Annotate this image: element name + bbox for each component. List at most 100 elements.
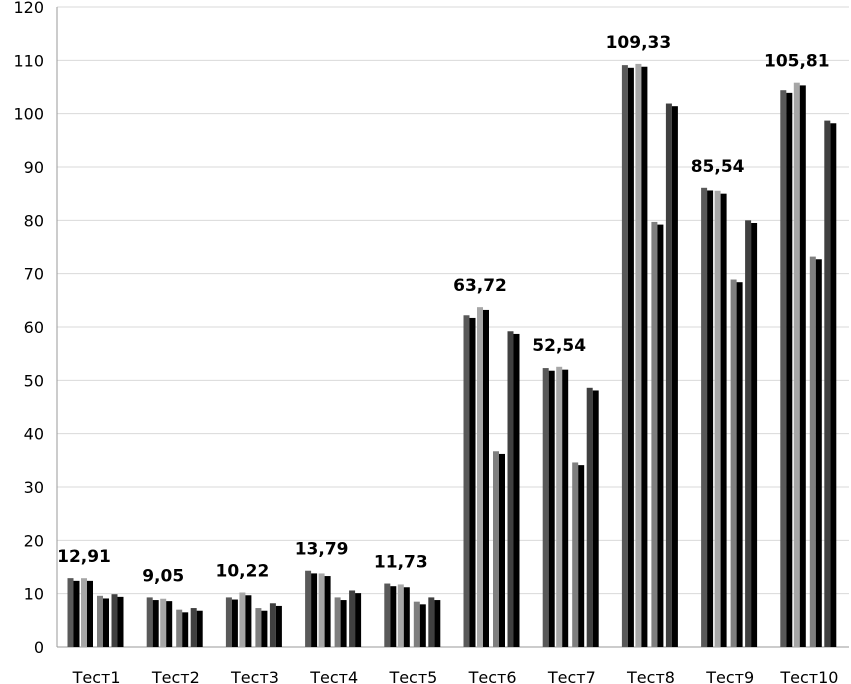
data-label: 63,72 [453,276,507,296]
bar [403,587,410,647]
bar [830,123,837,648]
bar [751,223,758,647]
bar [73,580,80,647]
bar [657,224,664,647]
bar [786,92,793,647]
x-category-label: Тест7 [547,668,596,684]
bar [477,307,483,647]
bar [231,599,238,647]
bar [334,597,341,647]
y-tick-label: 10 [24,585,44,604]
bar [793,82,800,648]
bar [349,590,356,647]
bar [513,333,520,647]
x-category-label: Тест6 [468,668,517,684]
bar [146,597,153,647]
bars [67,63,837,648]
bar [665,103,672,648]
bar [384,583,391,647]
bar [651,221,658,647]
bar [413,601,420,647]
bar [255,608,262,647]
bar [463,315,470,647]
bar [245,595,252,647]
bar [720,193,727,647]
bar [507,331,514,647]
bar [627,67,634,648]
bar [166,601,173,647]
x-category-label: Тест9 [705,668,754,684]
bar [586,387,593,647]
bar [548,370,555,647]
bar [397,584,404,647]
bar [483,309,489,647]
data-label: 85,54 [691,157,745,177]
bar [390,586,397,647]
x-category-label: Тест2 [151,668,200,684]
bar [493,451,499,647]
x-category-label: Тест10 [779,668,838,684]
bar [225,597,232,647]
data-labels: 12,91 9,05 10,22 13,79 11,73 63,72 52,54 109,33… [57,33,829,586]
bar [190,608,197,647]
bar [815,259,822,647]
bar [117,596,124,647]
bar [87,580,93,647]
bar [707,190,714,647]
x-category-label: Тест1 [72,668,121,684]
x-category-label: Тест3 [230,668,279,684]
bar [745,220,752,648]
bar [196,610,203,647]
bar [799,85,806,647]
data-label: 9,05 [142,566,184,586]
bar [176,609,183,647]
bar [730,279,737,647]
bar [469,317,476,647]
bar [261,610,268,647]
bar [572,462,579,647]
data-label: 52,54 [532,336,586,356]
bar [714,190,721,647]
bar [275,605,282,647]
bar [428,597,435,647]
bar [578,465,585,647]
y-tick-label: 50 [24,371,44,390]
data-label: 13,79 [295,540,349,560]
y-tick-label: 30 [24,478,44,497]
y-tick-label: 100 [13,105,44,124]
bar [182,612,189,647]
bar [355,593,362,647]
bar [152,600,159,647]
bar [621,65,628,648]
y-tick-label: 70 [24,265,44,284]
bar [701,187,708,648]
bar [824,120,831,648]
bar [419,604,426,647]
x-category-label: Тест5 [388,668,437,684]
data-label: 109,33 [606,33,672,53]
bar [239,592,246,647]
bar [542,368,549,647]
gridlines [56,6,849,648]
bar [111,594,118,647]
y-tick-label: 40 [24,425,44,444]
bar [641,66,648,647]
y-tick-label: 90 [24,158,44,177]
y-tick-label: 110 [13,51,44,70]
bar [340,600,347,647]
y-tick-label: 60 [24,318,44,337]
bar [780,90,787,647]
y-tick-label: 20 [24,531,44,550]
x-category-label: Тест4 [309,668,358,684]
bar [592,390,599,647]
bar [736,282,743,647]
bar [671,106,678,647]
data-label: 10,22 [216,561,270,581]
bar [311,573,318,647]
y-tick-label: 80 [24,211,44,230]
x-axis-categories: Тест1 Тест2 Тест3 Тест4 Тест5 Тест6 Тест7 Тест8… [72,668,839,684]
bar [160,598,167,647]
bar [81,578,87,647]
bar [269,603,276,647]
data-label: 12,91 [57,547,111,567]
